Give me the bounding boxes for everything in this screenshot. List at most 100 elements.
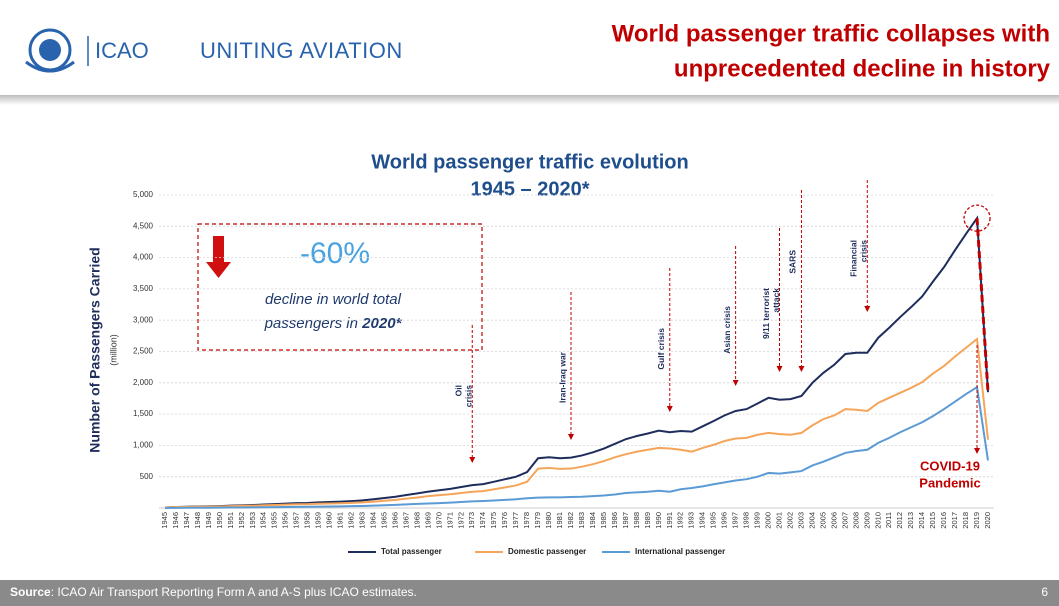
event-arrowhead <box>568 434 575 440</box>
x-tick-label: 2011 <box>884 512 893 528</box>
x-tick-label: 1976 <box>500 512 509 529</box>
x-tick-label: 1988 <box>632 512 641 529</box>
x-tick-label: 2007 <box>840 512 849 529</box>
x-tick-label: 1965 <box>379 512 388 529</box>
x-tick-label: 1985 <box>599 512 608 529</box>
x-tick-label: 1987 <box>621 512 630 529</box>
x-tick-label: 1963 <box>358 512 367 529</box>
headline: World passenger traffic collapses with <box>612 20 1050 47</box>
callout-box <box>197 223 483 351</box>
x-tick-label: 1951 <box>226 512 235 529</box>
x-tick-label: 2012 <box>895 512 904 529</box>
event-arrowhead <box>776 366 783 372</box>
x-tick-label: 1971 <box>445 512 454 529</box>
x-tick-label: 1945 <box>160 512 169 529</box>
callout-text: decline in world total <box>265 291 402 308</box>
x-tick-label: 1982 <box>566 512 575 529</box>
event-label: Oil <box>454 385 464 396</box>
covid-label: COVID-19 <box>920 458 980 473</box>
x-tick-label: 2013 <box>906 512 915 529</box>
page-number: 6 <box>1041 585 1048 599</box>
x-tick-label: 1949 <box>204 512 213 529</box>
event-label: 9/11 terrorist <box>761 288 771 339</box>
y-tick-label: 500 <box>140 472 154 481</box>
callout-emphasis: 2020* <box>361 315 402 332</box>
x-tick-label: 1954 <box>259 512 268 529</box>
event-label: SARS <box>788 250 798 274</box>
x-tick-label: 2014 <box>917 512 926 529</box>
x-tick-label: 1966 <box>390 512 399 529</box>
event-label: Asian crisis <box>722 306 732 354</box>
y-tick-label: 2,000 <box>133 378 154 387</box>
x-tick-label: 1967 <box>401 512 410 529</box>
y-tick-label: 5,000 <box>133 190 154 199</box>
y-tick-label: 4,500 <box>133 221 154 230</box>
x-tick-label: 1986 <box>610 512 619 529</box>
logo <box>25 28 75 73</box>
y-tick-label: 2,500 <box>133 347 154 356</box>
x-tick-label: 1955 <box>270 512 279 529</box>
event-label: Financial <box>849 240 859 277</box>
x-tick-label: 1997 <box>731 512 740 529</box>
x-tick-label: 2000 <box>764 512 773 529</box>
source-label: Source <box>10 585 51 599</box>
event-arrowhead <box>864 306 871 312</box>
x-tick-label: 1978 <box>522 512 531 529</box>
x-tick-label: 1996 <box>720 512 729 529</box>
headline: unprecedented decline in history <box>674 55 1051 82</box>
x-tick-label: 2019 <box>972 512 981 529</box>
logo-globe <box>39 39 61 61</box>
x-tick-label: 2001 <box>774 512 783 529</box>
x-tick-label: 1973 <box>467 512 476 529</box>
x-tick-label: 1992 <box>676 512 685 529</box>
covid-label: Pandemic <box>919 475 980 490</box>
x-tick-label: 1960 <box>325 512 334 529</box>
event-arrowhead <box>469 457 476 463</box>
x-tick-label: 1995 <box>709 512 718 529</box>
x-tick-label: 1964 <box>368 512 377 529</box>
header-shadow <box>0 95 1059 105</box>
y-axis-unit: (million) <box>108 334 118 366</box>
legend-label: International passenger <box>635 547 725 556</box>
y-tick-label: 4,000 <box>133 253 154 262</box>
x-tick-label: 1950 <box>215 512 224 529</box>
legend-label: Total passenger <box>381 547 442 556</box>
event-arrowhead <box>798 366 805 372</box>
x-tick-label: 1999 <box>753 512 762 529</box>
x-tick-label: 2006 <box>829 512 838 529</box>
logo-wreath <box>25 60 75 73</box>
x-tick-label: 2005 <box>818 512 827 529</box>
x-tick-label: 1993 <box>687 512 696 529</box>
x-tick-label: 1977 <box>511 512 520 529</box>
x-tick-label: 1983 <box>577 512 586 529</box>
peak-circle <box>963 204 991 232</box>
x-tick-label: 1970 <box>434 512 443 529</box>
footer-source: Source: ICAO Air Transport Reporting For… <box>10 585 417 599</box>
event-label: crisis <box>464 385 474 407</box>
plot: 500 1,000 1,500 2,000 2,500 3,000 3,500 4,000 4,… <box>133 180 994 556</box>
event-label: Iran-Iraq war <box>557 351 567 403</box>
x-tick-label: 2020 <box>983 512 992 529</box>
collapse-line <box>975 218 990 393</box>
x-tick-label: 1972 <box>456 512 465 529</box>
covid-arrowhead <box>974 448 981 454</box>
x-tick-label: 1980 <box>544 512 553 529</box>
x-tick-label: 1946 <box>171 512 180 529</box>
x-tick-label: 2010 <box>873 512 882 529</box>
x-tick-label: 2016 <box>939 512 948 529</box>
tagline: UNITING AVIATION <box>200 38 403 63</box>
series-line <box>164 215 989 509</box>
x-tick-label: 2008 <box>851 512 860 529</box>
x-tick-label: 1989 <box>643 512 652 529</box>
x-tick-label: 1962 <box>347 512 356 529</box>
source-text: : ICAO Air Transport Reporting Form A an… <box>51 585 417 599</box>
x-tick-label: 1991 <box>665 512 674 529</box>
event-label: attack <box>771 288 781 313</box>
x-tick-label: 1961 <box>336 512 345 529</box>
x-tick-label: 1984 <box>588 512 597 529</box>
x-tick-label: 1957 <box>292 512 301 529</box>
y-tick-label: 3,500 <box>133 284 154 293</box>
x-tick-label: 1958 <box>303 512 312 529</box>
chart-title: 1945 – 2020* <box>470 178 589 200</box>
